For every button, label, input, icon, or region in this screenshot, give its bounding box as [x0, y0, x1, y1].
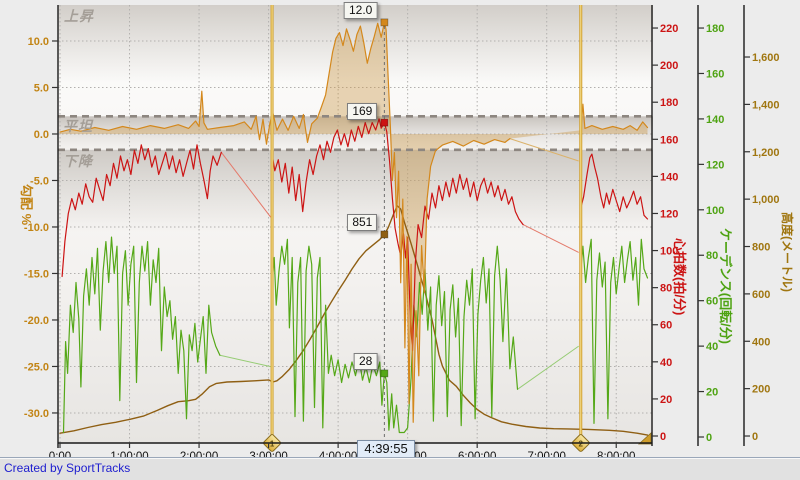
cursor-marker-gradient[interactable] [380, 18, 389, 27]
y-tick-label-cadence: 140 [706, 114, 724, 126]
cursor-marker-cadence[interactable] [380, 369, 389, 378]
y-tick-label-heart-rate: 160 [660, 134, 678, 146]
y-tick-label-heart-rate: 180 [660, 97, 678, 109]
y-tick-label-altitude: 1,200 [752, 147, 780, 159]
y-tick-label-altitude: 400 [752, 336, 770, 348]
y-tick-label-gradient: 5.0 [34, 82, 49, 94]
y-tick-label-heart-rate: 40 [660, 357, 672, 369]
cursor-value-altitude: 851 [347, 214, 378, 232]
y-tick-label-heart-rate: 60 [660, 320, 672, 332]
y-tick-label-heart-rate: 120 [660, 208, 678, 220]
y-tick-label-heart-rate: 100 [660, 246, 678, 258]
svg-text:1: 1 [270, 440, 275, 449]
series-heart_rate-gap-bridge [522, 224, 579, 253]
series-heart_rate-gap-bridge [220, 151, 272, 218]
y-tick-label-altitude: 1,400 [752, 99, 780, 111]
y-tick-label-altitude: 600 [752, 289, 770, 301]
y-tick-label-gradient: -10.0 [24, 222, 49, 234]
cursor-value-gradient: 12.0 [344, 2, 378, 20]
series-cadence [62, 236, 649, 434]
y-tick-label-cadence: 20 [706, 387, 718, 399]
cursor-value-heart-rate: 169 [347, 102, 378, 120]
y-tick-label-cadence: 160 [706, 68, 724, 80]
footer-bar: Created by SportTracks [0, 457, 800, 480]
y-tick-label-cadence: 80 [706, 250, 718, 262]
y-tick-label-gradient: -20.0 [24, 315, 49, 327]
y-tick-label-altitude: 1,000 [752, 194, 780, 206]
svg-text:2: 2 [579, 440, 584, 449]
y-tick-label-gradient: 0.0 [34, 129, 49, 141]
end-of-activity-marker [637, 432, 652, 445]
cursor-marker-heart-rate[interactable] [380, 118, 389, 127]
footer-credit-link[interactable]: Created by SportTracks [4, 461, 131, 475]
gradient-area-fill [60, 22, 648, 423]
y-tick-label-altitude: 1,600 [752, 52, 780, 64]
y-tick-label-heart-rate: 220 [660, 23, 678, 35]
y-tick-label-cadence: 0 [706, 432, 712, 444]
y-tick-label-gradient: 10.0 [28, 36, 49, 48]
y-tick-label-cadence: 40 [706, 341, 718, 353]
y-tick-label-altitude: 0 [752, 431, 758, 443]
y-tick-label-heart-rate: 80 [660, 283, 672, 295]
cursor-value-cadence: 28 [354, 353, 378, 371]
y-tick-label-heart-rate: 0 [660, 431, 666, 443]
series-gradient-gap-bridge [509, 138, 579, 162]
cursor-marker-altitude[interactable] [380, 230, 389, 239]
y-tick-label-cadence: 60 [706, 296, 718, 308]
y-tick-label-cadence: 100 [706, 205, 724, 217]
y-tick-label-gradient: -5.0 [30, 175, 49, 187]
y-tick-label-gradient: -25.0 [24, 361, 49, 373]
split-marker-2[interactable]: 2 [571, 5, 590, 452]
y-tick-label-gradient: -30.0 [24, 408, 49, 420]
y-tick-label-altitude: 200 [752, 384, 770, 396]
y-tick-label-heart-rate: 140 [660, 171, 678, 183]
y-tick-label-altitude: 800 [752, 242, 770, 254]
y-tick-label-cadence: 120 [706, 159, 724, 171]
series-gradient [59, 21, 649, 423]
series-heart-rate [61, 118, 649, 352]
series-altitude [59, 205, 649, 436]
zone-band-ascent [58, 5, 653, 117]
series-cadence-gap-bridge [219, 354, 271, 368]
y-tick-label-heart-rate: 20 [660, 394, 672, 406]
zone-band-flat [58, 116, 653, 150]
y-tick-label-cadence: 180 [706, 23, 724, 35]
y-tick-label-gradient: -15.0 [24, 268, 49, 280]
y-tick-label-heart-rate: 200 [660, 60, 678, 72]
cursor-time-box: 4:39:55 [357, 440, 415, 458]
series-cadence-gap-bridge [517, 345, 579, 390]
